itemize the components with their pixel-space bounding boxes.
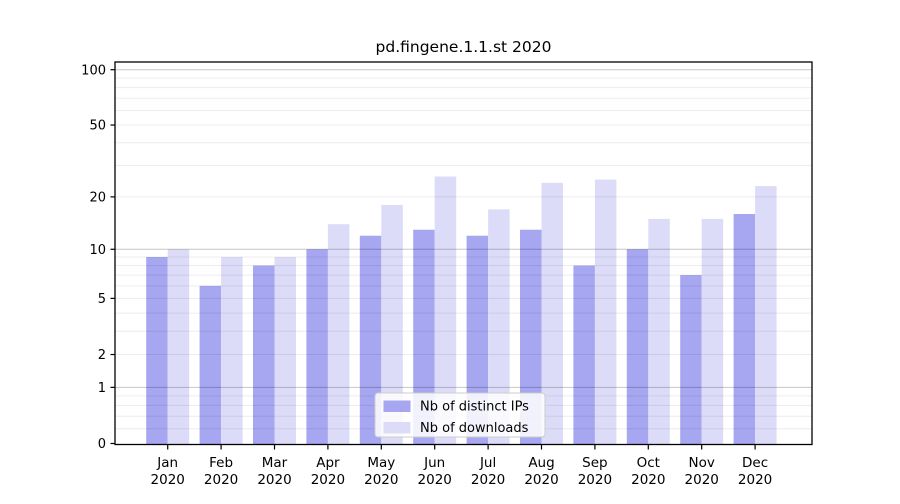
bar-distinct-ips	[413, 229, 435, 445]
x-axis-tick-label-year: 2020	[685, 472, 719, 488]
legend-label-distinct-ips: Nb of distinct IPs	[420, 400, 529, 415]
bar-downloads	[755, 186, 777, 445]
bar-distinct-ips	[573, 265, 595, 445]
x-axis-tick-label-month: Jan	[156, 455, 178, 471]
x-axis-tick-label-month: Apr	[316, 455, 340, 471]
x-axis-tick-label-month: May	[367, 455, 395, 471]
y-axis-tick-label: 50	[89, 119, 106, 134]
bar-distinct-ips	[733, 214, 756, 445]
bar-downloads	[434, 176, 457, 445]
x-axis-tick-label-year: 2020	[151, 472, 185, 488]
x-axis-tick-label-month: Jul	[479, 455, 496, 471]
bar-distinct-ips	[146, 257, 168, 445]
bar-downloads	[327, 224, 350, 445]
x-axis-tick-label-year: 2020	[524, 472, 558, 488]
x-axis-tick-label-year: 2020	[738, 472, 772, 488]
bar-downloads	[488, 209, 510, 445]
x-axis-tick-label-month: Aug	[528, 455, 554, 471]
y-axis-tick-label: 100	[81, 63, 106, 78]
bar-downloads	[167, 249, 190, 445]
bar-downloads	[221, 257, 243, 445]
x-axis-tick-label-month: Oct	[637, 455, 660, 471]
bar-downloads	[648, 218, 670, 445]
y-axis-tick-label: 0	[98, 437, 106, 452]
x-axis-tick-label-year: 2020	[418, 472, 452, 488]
bar-distinct-ips	[520, 229, 542, 445]
x-axis-tick-label-year: 2020	[471, 472, 505, 488]
bar-downloads	[701, 218, 724, 445]
x-axis-tick-label-year: 2020	[257, 472, 291, 488]
bar-distinct-ips	[306, 249, 328, 445]
y-axis-tick-label: 5	[98, 292, 106, 307]
bar-distinct-ips	[466, 235, 489, 445]
x-axis-tick-label-month: Dec	[742, 455, 768, 471]
y-axis-tick-label: 10	[89, 243, 106, 258]
bar-downloads	[381, 205, 403, 445]
x-axis-tick-label-month: Feb	[209, 455, 233, 471]
x-axis-tick-label-year: 2020	[364, 472, 398, 488]
x-axis-tick-label-year: 2020	[578, 472, 612, 488]
chart-title: pd.fingene.1.1.st 2020	[376, 38, 552, 56]
x-axis-tick-label-year: 2020	[204, 472, 238, 488]
x-axis-tick-label-month: Jun	[423, 455, 445, 471]
bar-distinct-ips	[199, 285, 222, 445]
x-axis-tick-label-year: 2020	[311, 472, 345, 488]
bar-distinct-ips	[626, 249, 649, 445]
y-axis-tick-label: 2	[98, 348, 106, 363]
y-axis-tick-label: 20	[89, 191, 106, 206]
legend-label-downloads: Nb of downloads	[420, 421, 529, 436]
axes-frame	[114, 61, 813, 446]
bar-distinct-ips	[359, 235, 382, 445]
bar-downloads	[594, 179, 617, 445]
bar-downloads	[274, 257, 296, 445]
x-axis-tick-label-month: Nov	[689, 455, 715, 471]
x-axis-tick-label-month: Mar	[262, 455, 288, 471]
legend-swatch-distinct-ips	[383, 400, 411, 412]
legend-swatch-downloads	[383, 422, 411, 434]
bar-distinct-ips	[680, 275, 702, 445]
x-axis-tick-label-month: Sep	[582, 455, 607, 471]
legend-box	[374, 392, 546, 438]
x-axis-tick-label-year: 2020	[631, 472, 665, 488]
bar-downloads	[541, 182, 563, 445]
bar-distinct-ips	[253, 265, 275, 445]
y-axis-tick-label: 1	[98, 381, 106, 396]
